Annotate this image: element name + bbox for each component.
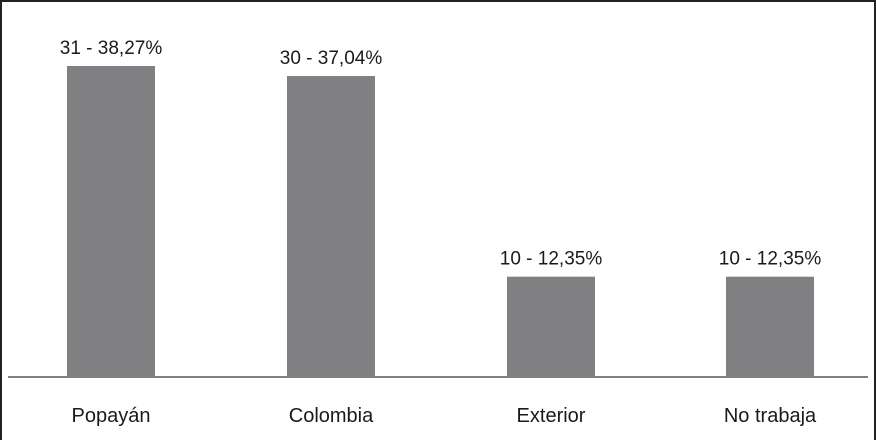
- bar-0: [67, 66, 155, 377]
- category-label-3: No trabaja: [724, 405, 817, 427]
- data-label-0: 31 - 38,27%: [60, 38, 163, 59]
- category-label-2: Exterior: [517, 405, 586, 427]
- data-label-3: 10 - 12,35%: [719, 249, 822, 270]
- bar-1: [287, 76, 375, 377]
- bar-3: [726, 276, 814, 377]
- bars-group: [67, 66, 814, 377]
- data-labels-group: 31 - 38,27% 30 - 37,04% 10 - 12,35% 10 - 12…: [60, 38, 822, 270]
- data-label-1: 30 - 37,04%: [280, 48, 383, 69]
- category-label-1: Colombia: [289, 405, 374, 427]
- category-label-0: Popayán: [72, 405, 151, 427]
- data-label-2: 10 - 12,35%: [500, 249, 603, 270]
- category-labels-group: Popayán Colombia Exterior No trabaja: [72, 405, 817, 427]
- bar-2: [507, 276, 595, 377]
